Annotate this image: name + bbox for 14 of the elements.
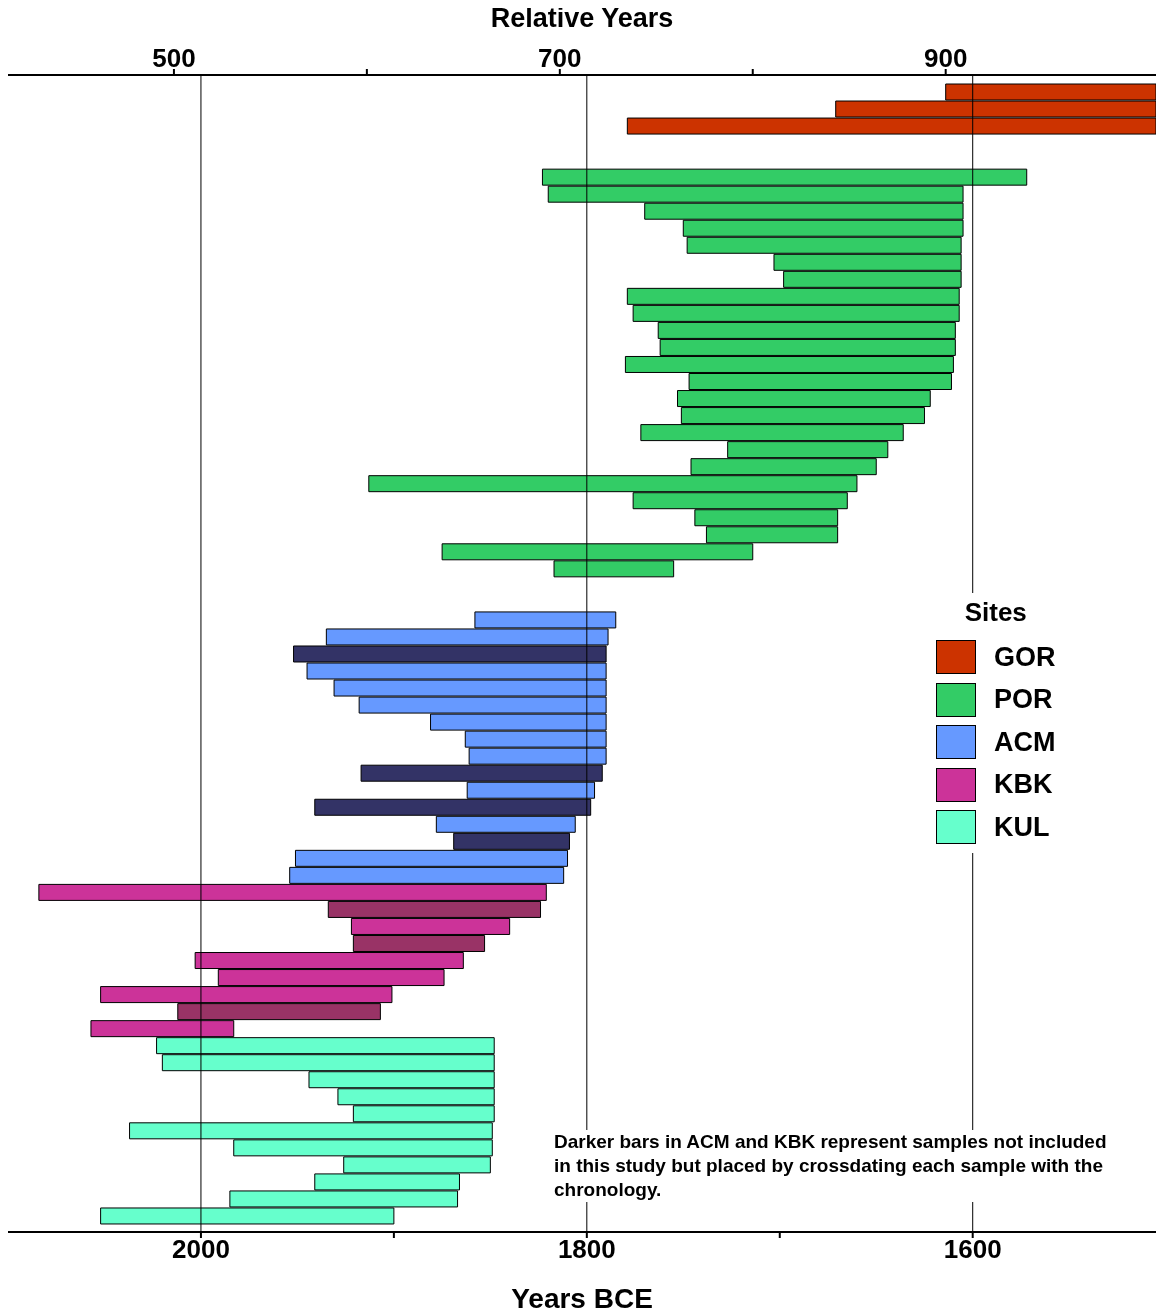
x2-tick-label: 500 [152,43,196,73]
x-tick-label: 1600 [943,1234,1002,1265]
legend-label: KUL [994,811,1050,843]
legend-label: KBK [994,769,1053,801]
x2-tick-label: 700 [538,43,582,73]
x-axis-title: Years BCE [511,1283,653,1308]
x2-tick-label: 900 [924,43,968,73]
x-tick-label: 2000 [172,1234,230,1265]
legend-label: GOR [994,641,1056,673]
legend-label: ACM [994,726,1056,758]
legend-label: POR [994,684,1053,716]
legend-title: Sites [963,597,1028,628]
x2-axis-title: Relative Years [490,3,674,34]
x-tick-label: 1800 [557,1234,616,1265]
